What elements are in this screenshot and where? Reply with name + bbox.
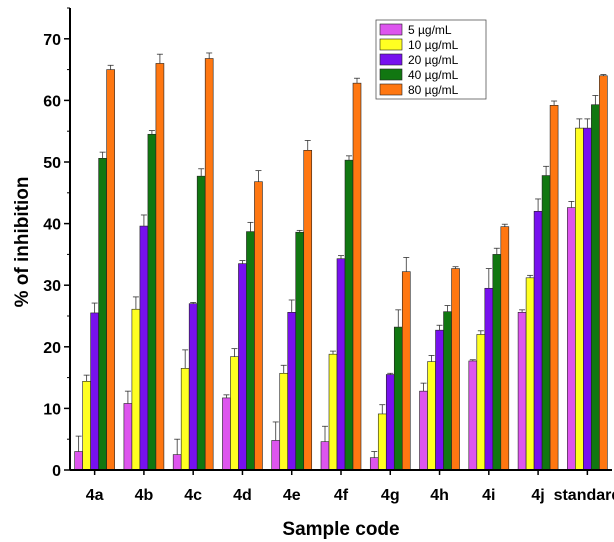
legend-swatch-s0 (379, 23, 403, 36)
bar-4e-s3 (295, 231, 305, 471)
bar-4a-s4 (106, 69, 115, 471)
bar-standard-s3 (591, 104, 600, 471)
bar-4b-s1 (131, 308, 141, 471)
x-tick-label-standard: standard (554, 487, 614, 504)
x-tick-label-4f: 4f (334, 487, 349, 504)
bar-standard-s2 (583, 127, 592, 471)
bar-4f-s1 (328, 353, 338, 471)
x-tick-label-4j: 4j (531, 487, 544, 504)
y-tick-label-70: 70 (43, 32, 61, 49)
bar-4a-s3 (98, 158, 107, 471)
bar-4c-s3 (196, 175, 206, 471)
bar-4f-s3 (344, 159, 354, 471)
bar-4g-s0 (369, 457, 379, 471)
legend-label-s0: 5 µg/mL (408, 23, 452, 37)
bar-standard-s0 (567, 207, 576, 471)
bar-4i-s3 (492, 254, 502, 471)
bar-4e-s2 (287, 312, 297, 471)
y-tick-label-50: 50 (43, 155, 61, 172)
bar-standard-s4 (599, 75, 608, 471)
bar-4g-s3 (393, 326, 403, 471)
bar-4d-s4 (254, 181, 263, 471)
x-axis-title: Sample code (282, 519, 399, 540)
bar-4h-s4 (451, 268, 460, 471)
bar-4h-s0 (419, 390, 428, 471)
x-tick-label-4g: 4g (381, 487, 400, 504)
bar-4i-s4 (500, 226, 510, 471)
bar-4j-s1 (525, 277, 535, 471)
bar-4a-s1 (82, 380, 91, 471)
legend-swatch-s3 (379, 68, 403, 81)
x-tick-label-4c: 4c (184, 487, 202, 504)
bar-4f-s4 (352, 82, 362, 471)
y-tick-label-40: 40 (43, 217, 61, 234)
y-axis-title: % of inhibition (12, 177, 33, 308)
legend-label-s1: 10 µg/mL (408, 38, 459, 52)
y-tick-label-20: 20 (43, 340, 61, 357)
x-tick-label-4d: 4d (233, 487, 252, 504)
x-tick-label-4h: 4h (430, 487, 449, 504)
legend-swatch-s2 (379, 53, 403, 66)
bar-4b-s2 (139, 225, 149, 471)
x-tick-label-4b: 4b (135, 487, 154, 504)
legend-swatch-s4 (379, 83, 403, 96)
x-tick-label-4a: 4a (86, 487, 104, 504)
y-tick-label-0: 0 (52, 463, 61, 480)
x-tick-label-4e: 4e (283, 487, 301, 504)
bar-4e-s0 (271, 440, 281, 471)
bar-4h-s1 (427, 361, 436, 471)
bar-4b-s3 (147, 133, 157, 471)
axes-layer (64, 7, 612, 475)
bar-4i-s0 (468, 360, 478, 471)
tick-labels-layer: 4a 4b 4c 4d 4e 4f 4g 4h 4i 4j standard 0 10 20 30 40 50 6… (43, 32, 614, 504)
bar-4d-s0 (222, 397, 231, 471)
bar-4e-s1 (279, 372, 289, 471)
bar-4h-s2 (435, 329, 444, 471)
bar-4g-s1 (377, 413, 387, 471)
legend-label-s4: 80 µg/mL (408, 83, 459, 97)
bar-4j-s4 (549, 105, 559, 471)
bar-4h-s3 (443, 311, 452, 471)
error-bars-layer (75, 52, 607, 458)
bar-4g-s4 (401, 271, 411, 471)
legend-label-s3: 40 µg/mL (408, 68, 459, 82)
bar-4b-s4 (155, 63, 165, 471)
bar-4c-s1 (180, 368, 190, 471)
bar-4d-s1 (230, 356, 239, 471)
bar-4g-s2 (385, 374, 395, 471)
bar-4e-s4 (303, 149, 313, 471)
x-tick-label-4i: 4i (482, 487, 495, 504)
bar-standard-s1 (575, 127, 584, 471)
bar-4a-s2 (90, 312, 99, 471)
bar-4d-s3 (246, 231, 255, 471)
bar-4c-s4 (204, 58, 214, 471)
legend-swatch-s1 (379, 38, 403, 51)
legend-label-s2: 20 µg/mL (408, 53, 459, 67)
y-tick-label-10: 10 (43, 401, 61, 418)
bar-4j-s2 (533, 210, 543, 471)
y-tick-label-30: 30 (43, 278, 61, 295)
bar-4a-s0 (74, 451, 83, 471)
bar-4c-s2 (188, 303, 198, 471)
bar-4i-s2 (484, 287, 494, 471)
bar-4j-s3 (541, 175, 551, 471)
bar-4d-s2 (238, 263, 247, 471)
y-tick-label-60: 60 (43, 93, 61, 110)
bars-layer (74, 58, 608, 471)
bar-4f-s2 (336, 258, 346, 471)
bar-4i-s1 (476, 334, 486, 471)
bar-4f-s0 (320, 441, 330, 471)
bar-4b-s0 (123, 403, 133, 471)
bar-4j-s0 (517, 312, 527, 471)
bar-4c-s0 (172, 454, 182, 471)
